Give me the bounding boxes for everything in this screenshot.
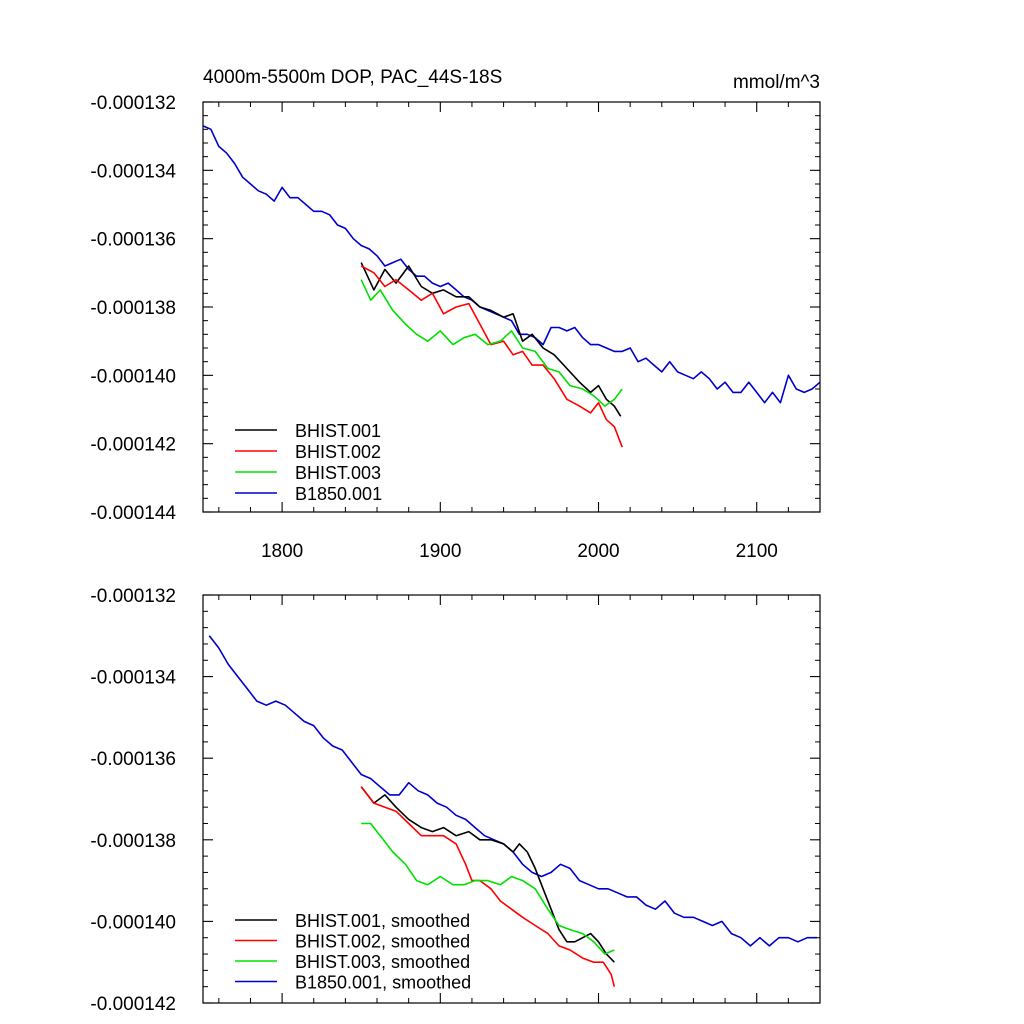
- legend-label: BHIST.003, smoothed: [295, 952, 470, 972]
- series-line-3: [360, 279, 623, 407]
- y-tick-label: -0.000142: [90, 994, 176, 1015]
- legend-label: BHIST.002: [295, 442, 381, 462]
- legend-label: BHIST.001: [295, 421, 381, 441]
- y-tick-label: -0.000138: [90, 298, 176, 319]
- y-tick-label: -0.000136: [90, 230, 176, 251]
- x-tick-label: 2100: [736, 541, 778, 562]
- series-line-3: [361, 822, 615, 955]
- x-tick-label: 1900: [419, 541, 461, 562]
- legend-label: BHIST.003: [295, 463, 381, 483]
- y-tick-label: -0.000140: [90, 912, 176, 933]
- series-line-4: [202, 125, 821, 404]
- legend-label: B1850.001, smoothed: [295, 973, 471, 993]
- top-panel-units: mmol/m^3: [733, 72, 820, 93]
- legend-label: BHIST.001, smoothed: [295, 911, 470, 931]
- series-line-1: [360, 786, 615, 963]
- y-tick-label: -0.000144: [90, 503, 176, 524]
- top-panel-title: 4000m-5500m DOP, PAC_44S-18S: [203, 67, 502, 88]
- y-tick-label: -0.000134: [90, 161, 176, 182]
- y-tick-label: -0.000138: [90, 831, 176, 852]
- y-tick-label: -0.000140: [90, 366, 176, 387]
- y-tick-label: -0.000132: [90, 93, 176, 114]
- x-tick-label: 2000: [577, 541, 619, 562]
- bottom-panel: -0.000142 -0.000140 -0.000138 -0.000136 -0.0…: [90, 586, 821, 1015]
- y-tick-label: -0.000136: [90, 749, 176, 770]
- series-line-2: [360, 786, 616, 987]
- legend-label: B1850.001: [295, 484, 382, 504]
- top-panel: 4000m-5500m DOP, PAC_44S-18S mmol/m^3 -0…: [90, 67, 821, 562]
- y-tick-label: -0.000132: [90, 586, 176, 607]
- legend-label: BHIST.002, smoothed: [295, 932, 470, 952]
- x-tick-label: 1800: [261, 541, 303, 562]
- y-tick-label: -0.000134: [90, 668, 176, 689]
- plot-frame: [202, 594, 821, 1004]
- series-line-2: [360, 265, 623, 448]
- series-line-4: [208, 635, 817, 947]
- y-tick-label: -0.000142: [90, 435, 176, 456]
- series-line-1: [360, 262, 622, 417]
